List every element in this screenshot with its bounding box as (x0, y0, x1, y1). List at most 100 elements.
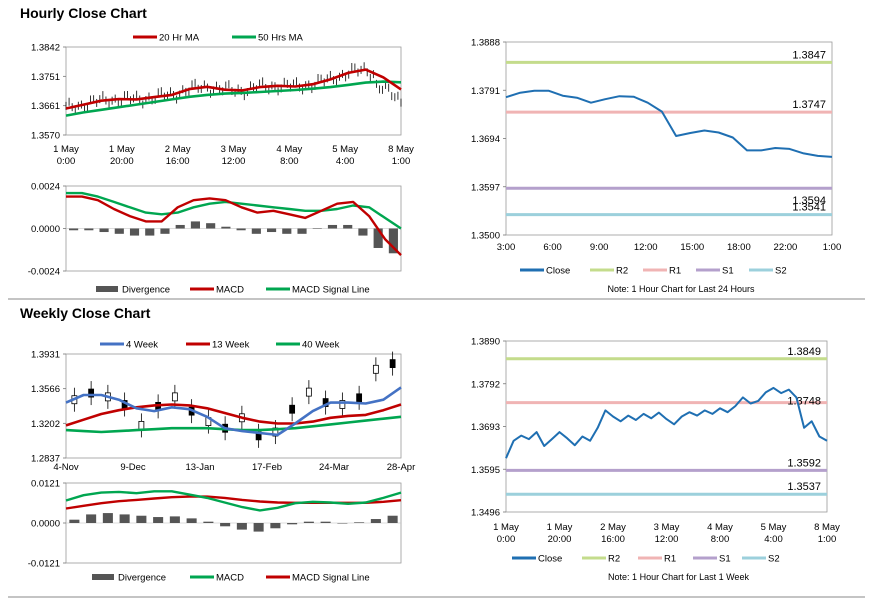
hourly_24h-legend-3-label: S1 (722, 266, 734, 277)
hourly-price-xtick-time: 0:00 (57, 156, 76, 167)
weekly_1week-legend-4-label: S2 (768, 554, 780, 565)
divergence-bar (236, 228, 246, 231)
weekly-legend-40wk-label: 40 Week (302, 340, 340, 351)
divergence-bar (102, 513, 113, 523)
divergence-bar (160, 228, 170, 234)
weekly-candle-body (171, 392, 178, 402)
divergence-bar (297, 228, 307, 234)
weekly_macd-legend-divergence-label: Divergence (118, 573, 166, 584)
weekly-price-ytick: 1.2837 (31, 454, 60, 465)
weekly_1week-xtick-date: 5 May (761, 522, 787, 533)
weekly-price-ytick: 1.3931 (31, 350, 60, 361)
hourly_macd-ytick: 0.0000 (31, 224, 60, 235)
divergence-bar (206, 223, 216, 229)
weekly-price-frame (65, 353, 402, 459)
hourly_24h-xtick: 9:00 (590, 242, 609, 253)
hourly-price-xtick-date: 1 May (109, 144, 135, 155)
divergence-bar (312, 228, 322, 229)
divergence-bar (136, 515, 147, 523)
hourly-price-xtick-time: 16:00 (166, 156, 190, 167)
hourly-price-xtick-date: 1 May (53, 144, 79, 155)
weekly-4wk-line (65, 386, 402, 437)
hourly-price-xtick-time: 8:00 (280, 156, 299, 167)
hourly_24h-xtick: 12:00 (634, 242, 658, 253)
hourly-price-xtick-date: 5 May (332, 144, 358, 155)
weekly_1week-level-s1-label: 1.3592 (787, 457, 821, 469)
weekly_1week-legend-1-label: R2 (608, 554, 620, 565)
divergence-bar (343, 224, 353, 229)
divergence-bar (220, 523, 231, 527)
hourly-price-ytick: 1.3751 (31, 72, 60, 83)
weekly-candle-body (389, 359, 396, 369)
hourly_24h-legend-0-label: Close (546, 266, 570, 277)
hourly_24h-xtick: 6:00 (543, 242, 562, 253)
weekly-candle-body (305, 387, 312, 397)
divergence-bar (129, 228, 140, 236)
weekly_1week-ytick: 1.3595 (471, 465, 500, 476)
hourly_24h-xtick: 22:00 (774, 242, 798, 253)
weekly_1week-ytick: 1.3496 (471, 508, 500, 519)
weekly_macd-legend-divergence-swatch (92, 574, 114, 580)
weekly_1week-xtick-date: 1 May (493, 522, 519, 533)
divergence-bar (387, 515, 398, 523)
weekly_1week-legend-3-label: S1 (719, 554, 731, 565)
divergence-bar (153, 517, 164, 523)
weekly-candle-body (88, 388, 95, 398)
weekly_1week-xtick-time: 8:00 (711, 534, 730, 545)
hourly_macd-ytick: 0.0024 (31, 182, 60, 193)
weekly_1week-xtick-date: 8 May (814, 522, 840, 533)
divergence-bar (119, 514, 130, 523)
divergence-bar (270, 523, 281, 529)
weekly-legend-4wk-label: 4 Week (126, 340, 158, 351)
hourly_24h-xtick: 15:00 (680, 242, 704, 253)
weekly_1week-close-line (505, 386, 828, 459)
divergence-bar (303, 521, 314, 523)
hourly-price-xtick-time: 1:00 (392, 156, 411, 167)
hourly_24h-frame (505, 41, 833, 236)
hourly-legend-20hr-label: 20 Hr MA (159, 33, 200, 44)
weekly_1week-xtick-time: 0:00 (497, 534, 516, 545)
divergence-bar (267, 228, 277, 233)
weekly-candle-body (138, 420, 145, 430)
hourly-50hr-ma-line (65, 80, 402, 117)
weekly_1week-xtick-time: 1:00 (818, 534, 837, 545)
weekly-price-xtick: 28-Apr (387, 462, 416, 473)
divergence-bar (114, 228, 124, 234)
divergence-bar (186, 518, 197, 523)
hourly-price-ytick: 1.3842 (31, 43, 60, 54)
hourly_macd-ytick: -0.0024 (28, 267, 60, 278)
weekly_1week-xtick-date: 3 May (654, 522, 680, 533)
hourly-price-frame (65, 46, 402, 136)
divergence-bar (175, 224, 185, 229)
hourly_24h-note: Note: 1 Hour Chart for Last 24 Hours (607, 284, 755, 294)
hourly_macd-macd-line (66, 195, 402, 256)
divergence-bar (373, 228, 383, 248)
divergence-bar (203, 521, 214, 523)
weekly_1week-legend-0-label: Close (538, 554, 562, 565)
hourly_24h-close-line (505, 89, 833, 158)
weekly_1week-note: Note: 1 Hour Chart for Last 1 Week (608, 572, 749, 582)
divergence-bar (337, 523, 348, 524)
weekly_1week-level-r1-label: 1.3748 (787, 396, 821, 408)
divergence-bar (169, 516, 180, 523)
weekly_1week-xtick-time: 20:00 (548, 534, 572, 545)
weekly-13wk-line (65, 403, 402, 427)
weekly-price-ytick: 1.3202 (31, 419, 60, 430)
divergence-bar (327, 224, 338, 229)
hourly_24h-ytick: 1.3888 (471, 38, 500, 49)
divergence-bar (84, 228, 94, 231)
hourly_24h-level-r1-label: 1.3747 (792, 99, 826, 111)
weekly_1week-ytick: 1.3890 (471, 337, 500, 348)
hourly-price-xtick-time: 12:00 (222, 156, 246, 167)
weekly_1week-xtick-time: 4:00 (764, 534, 783, 545)
weekly-legend-13wk-label: 13 Week (212, 340, 250, 351)
hourly-price-ytick: 1.3570 (31, 131, 60, 142)
divergence-bar (69, 228, 79, 231)
weekly_macd-ytick: 0.0121 (31, 479, 60, 490)
weekly-price-xtick: 13-Jan (185, 462, 214, 473)
hourly-price-xtick-time: 20:00 (110, 156, 134, 167)
divergence-bar (190, 221, 200, 229)
weekly_1week-level-r2-label: 1.3849 (787, 346, 821, 358)
hourly_24h-xtick: 18:00 (727, 242, 751, 253)
hourly_24h-ytick: 1.3500 (471, 231, 500, 242)
